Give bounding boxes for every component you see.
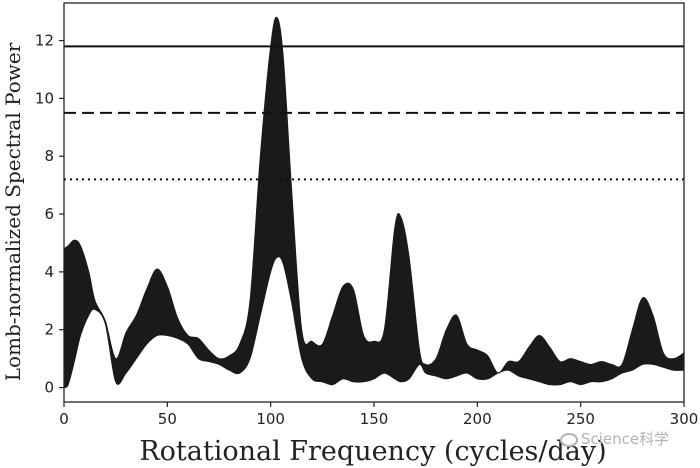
x-axis-title: Rotational Frequency (cycles/day) [139, 436, 606, 467]
power-envelope-band [64, 16, 684, 389]
watermark-text: Science科学 [581, 430, 670, 448]
x-tick-label: 250 [566, 410, 595, 428]
x-axis-ticks: 0 50 100 150 200 250 300 [59, 402, 698, 428]
y-tick-label: 10 [35, 89, 54, 107]
y-tick-label: 0 [44, 379, 54, 397]
y-tick-label: 4 [44, 263, 54, 281]
plot-content [64, 16, 684, 389]
y-axis-title: Lomb-normalized Spectral Power [1, 42, 25, 381]
x-tick-label: 0 [59, 410, 69, 428]
y-axis-ticks: 0 2 4 6 8 10 12 [35, 32, 64, 397]
y-tick-label: 6 [44, 205, 54, 223]
y-tick-label: 2 [44, 321, 54, 339]
chat-bubble-icon [560, 432, 578, 447]
watermark: Science科学 [560, 428, 669, 449]
x-tick-label: 200 [463, 410, 492, 428]
x-tick-label: 300 [670, 410, 699, 428]
y-tick-label: 8 [44, 147, 54, 165]
x-tick-label: 150 [360, 410, 389, 428]
x-tick-label: 50 [158, 410, 177, 428]
x-tick-label: 100 [256, 410, 285, 428]
y-tick-label: 12 [35, 32, 54, 50]
